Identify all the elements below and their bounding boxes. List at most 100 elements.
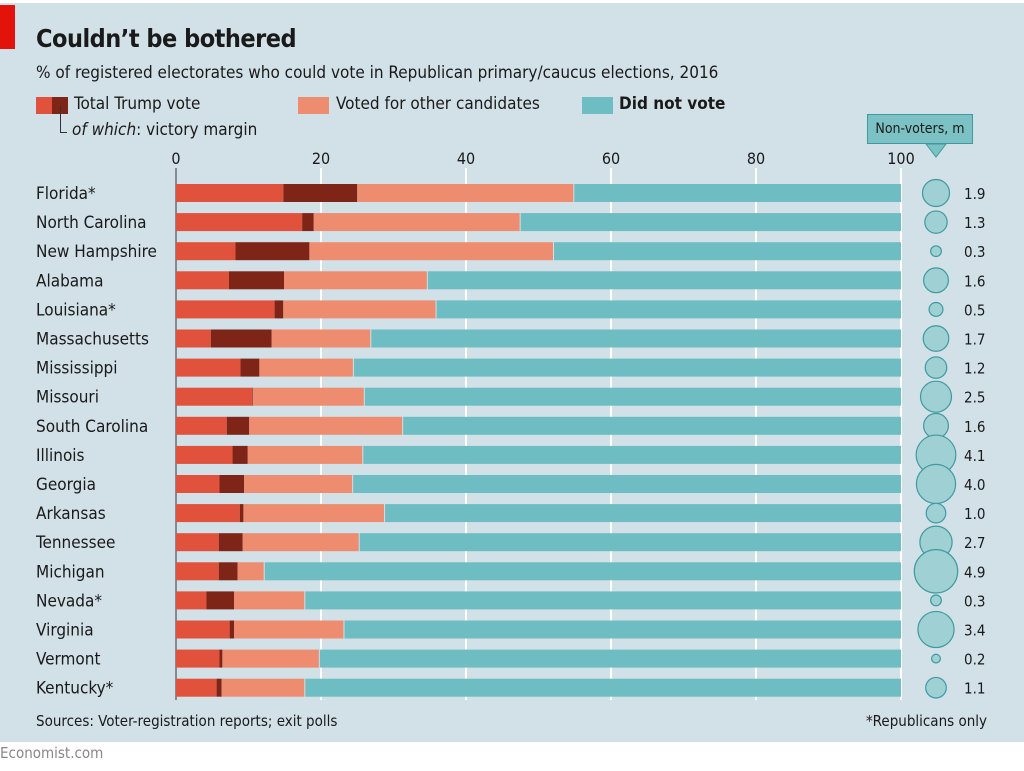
bar-did-not-vote-10 (353, 475, 901, 493)
bar-margin-16 (219, 649, 223, 668)
source-note: Sources: Voter-registration reports; exi… (36, 712, 338, 730)
bar-trump-0 (176, 184, 284, 202)
bar-did-not-vote-11 (385, 504, 901, 523)
non-voters-value: 4.0 (964, 476, 985, 494)
non-voters-bubble (915, 463, 957, 505)
bar-margin-8 (226, 416, 250, 435)
legend-swatch-other (298, 97, 329, 114)
bar-trump-12 (176, 533, 219, 552)
brand-red-tab (0, 5, 15, 49)
legend-label-did-not-vote: Did not vote (619, 94, 726, 114)
bar-margin-4 (274, 300, 284, 319)
bar-did-not-vote-4 (436, 300, 901, 319)
legend-swatch-margin (52, 97, 68, 114)
legend-label-margin: : victory margin (136, 120, 258, 140)
category-label: Kentucky* (36, 679, 114, 699)
bar-other-14 (234, 591, 305, 610)
bar-margin-15 (229, 620, 234, 639)
bar-margin-3 (228, 271, 285, 290)
non-voters-bubble (917, 610, 955, 649)
bar-trump-11 (176, 504, 240, 523)
x-tick-label: 60 (602, 149, 620, 168)
bar-trump-3 (176, 271, 229, 290)
bar-trump-14 (176, 591, 207, 610)
non-voters-value: 1.9 (964, 185, 985, 203)
category-label: Virginia (36, 621, 94, 641)
bar-did-not-vote-17 (305, 678, 901, 697)
bar-did-not-vote-6 (353, 358, 901, 377)
bar-other-2 (309, 242, 553, 261)
non-voters-bubble (930, 245, 942, 258)
bar-did-not-vote-3 (427, 271, 901, 290)
bar-other-17 (221, 678, 305, 697)
category-label: North Carolina (36, 213, 147, 233)
bar-other-6 (259, 358, 353, 377)
bar-margin-0 (283, 184, 358, 202)
bar-other-16 (222, 649, 319, 668)
non-voters-value: 1.6 (964, 418, 985, 436)
x-tick-label: 20 (312, 149, 330, 168)
bar-did-not-vote-7 (364, 387, 901, 406)
non-voters-value: 3.4 (964, 622, 985, 640)
non-voters-bubble (924, 356, 948, 379)
bar-trump-8 (176, 416, 227, 435)
non-voters-value: 0.3 (964, 243, 985, 261)
bar-other-8 (249, 416, 403, 435)
non-voters-bubble (924, 210, 948, 234)
bar-margin-7 (252, 387, 253, 406)
non-voters-value: 1.3 (964, 214, 985, 232)
legend-label-trump: Total Trump vote (74, 94, 201, 114)
bar-other-1 (313, 213, 520, 232)
bar-margin-13 (218, 562, 238, 581)
bar-margin-12 (218, 533, 243, 552)
category-label: Georgia (36, 475, 96, 495)
bar-margin-14 (206, 591, 234, 610)
bar-other-0 (357, 184, 574, 202)
bar-did-not-vote-1 (520, 213, 901, 232)
bar-trump-5 (176, 329, 211, 348)
chart-subtitle: % of registered electorates who could vo… (36, 63, 719, 83)
non-voters-value: 2.5 (964, 389, 985, 407)
non-voters-bubble (925, 676, 947, 699)
bar-other-9 (247, 445, 363, 464)
non-voters-bubble (922, 325, 950, 352)
non-voters-value: 4.1 (964, 447, 985, 465)
non-voters-bubble (913, 549, 959, 594)
bar-trump-10 (176, 475, 220, 493)
legend-swatch-trump (36, 97, 52, 114)
non-voters-value: 0.2 (964, 651, 985, 669)
bar-other-4 (283, 300, 436, 319)
non-voters-bubble (931, 653, 941, 664)
bar-margin-5 (210, 329, 272, 348)
bar-did-not-vote-12 (359, 533, 901, 552)
bar-trump-13 (176, 562, 219, 581)
bar-trump-16 (176, 649, 220, 668)
bar-did-not-vote-13 (264, 562, 902, 581)
non-voters-value: 0.3 (964, 592, 985, 610)
bar-trump-2 (176, 242, 236, 261)
bar-margin-11 (239, 504, 244, 523)
category-label: Tennessee (35, 533, 115, 553)
bar-margin-17 (216, 678, 222, 697)
non-voters-value: 1.0 (964, 505, 985, 523)
category-label: Arkansas (36, 504, 106, 524)
non-voters-value: 2.7 (964, 534, 985, 552)
non-voters-value: 1.2 (964, 360, 985, 378)
category-label: Vermont (36, 650, 100, 670)
bar-other-12 (242, 533, 359, 552)
legend-margin-connector (60, 106, 67, 133)
bar-trump-9 (176, 445, 233, 464)
non-voters-pointer (924, 143, 948, 158)
non-voters-bubble (919, 380, 953, 413)
legend-margin-prefix: of which (72, 120, 137, 140)
non-voters-bubble (921, 178, 951, 208)
bar-other-3 (284, 271, 427, 290)
category-label: South Carolina (36, 417, 148, 437)
bar-other-7 (252, 387, 364, 406)
non-voters-bubble (925, 502, 947, 524)
bar-other-11 (243, 504, 385, 523)
non-voters-value: 0.5 (964, 301, 985, 319)
legend-swatch-did-not-vote (582, 97, 613, 114)
non-voters-bubble (923, 267, 949, 294)
